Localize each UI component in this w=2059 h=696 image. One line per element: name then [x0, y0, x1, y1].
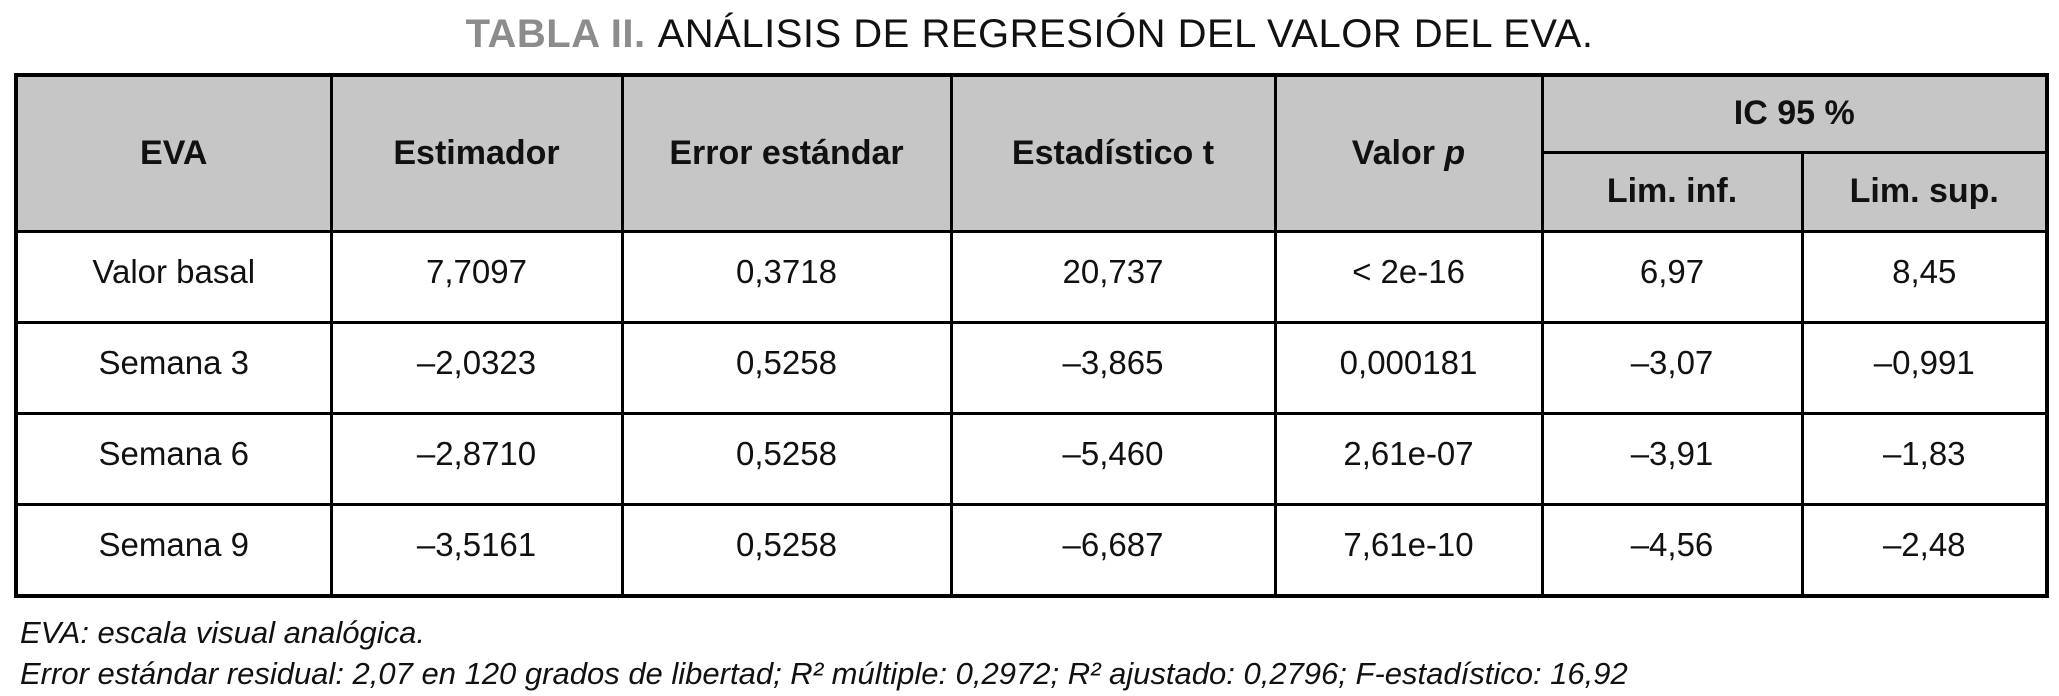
footnote-model-stats-line-1: Error estándar residual: 2,07 en 120 gra… — [20, 655, 1628, 691]
cell-eva: Semana 6 — [14, 411, 333, 506]
cell-estimador: 7,7097 — [329, 229, 624, 324]
col-header-error-estandar: Error estándar — [620, 73, 953, 233]
cell-lim-inf: 6,97 — [1540, 229, 1804, 324]
cell-eva: Semana 3 — [14, 320, 333, 415]
col-header-estadistico-t: Estadístico t — [949, 73, 1277, 233]
cell-lim-sup: –0,991 — [1800, 320, 2049, 415]
footnote-eva-abbreviation: EVA: escala visual analógica. — [20, 614, 425, 650]
cell-lim-sup: –2,48 — [1800, 502, 2049, 597]
cell-estimador: –2,0323 — [329, 320, 624, 415]
col-header-lim-sup: Lim. sup. — [1800, 150, 2049, 233]
cell-lim-inf: –3,07 — [1540, 320, 1804, 415]
regression-table: EVA Estimador Error estándar Estadístico… — [14, 73, 2050, 598]
cell-valor-p: 2,61e-07 — [1273, 411, 1544, 506]
table-row-valor-basal: Valor basal 7,7097 0,3718 20,737 < 2e-16… — [14, 229, 2049, 324]
cell-eva: Valor basal — [14, 229, 333, 324]
cell-valor-p: 0,000181 — [1273, 320, 1544, 415]
table-title: TABLA II. ANÁLISIS DE REGRESIÓN DEL VALOR… — [0, 0, 2059, 57]
cell-lim-sup: 8,45 — [1800, 229, 2049, 324]
cell-error-estandar: 0,3718 — [620, 229, 953, 324]
table-footnotes: EVA: escala visual analógica. Error está… — [20, 612, 2059, 696]
table-row-semana-3: Semana 3 –2,0323 0,5258 –3,865 0,000181 … — [14, 320, 2049, 415]
col-header-valor-p: Valor p — [1273, 73, 1544, 233]
cell-estadistico-t: 20,737 — [949, 229, 1277, 324]
cell-lim-sup: –1,83 — [1800, 411, 2049, 506]
table-row-semana-9: Semana 9 –3,5161 0,5258 –6,687 7,61e-10 … — [14, 502, 2049, 597]
col-header-lim-inf: Lim. inf. — [1540, 150, 1804, 233]
cell-estadistico-t: –3,865 — [949, 320, 1277, 415]
cell-lim-inf: –3,91 — [1540, 411, 1804, 506]
cell-estimador: –3,5161 — [329, 502, 624, 597]
header-row-sub: Lim. inf. Lim. sup. — [16, 150, 2049, 233]
table-title-label: TABLA II. — [465, 12, 646, 56]
cell-estadistico-t: –5,460 — [949, 411, 1277, 506]
valor-p-symbol: p — [1444, 133, 1466, 172]
cell-lim-inf: –4,56 — [1540, 502, 1804, 597]
header-row-top: EVA Estimador Error estándar Estadístico… — [14, 73, 2049, 233]
col-header-ic95: IC 95 % — [1540, 73, 2049, 154]
valor-p-prefix: Valor — [1351, 133, 1435, 172]
cell-valor-p: < 2e-16 — [1273, 229, 1544, 324]
cell-estadistico-t: –6,687 — [949, 502, 1277, 597]
cell-estimador: –2,8710 — [329, 411, 624, 506]
cell-valor-p: 7,61e-10 — [1273, 502, 1544, 597]
table-title-text: ANÁLISIS DE REGRESIÓN DEL VALOR DEL EVA. — [657, 12, 1594, 56]
table-row-semana-6: Semana 6 –2,8710 0,5258 –5,460 2,61e-07 … — [14, 411, 2049, 506]
cell-error-estandar: 0,5258 — [620, 411, 953, 506]
col-header-eva: EVA — [14, 73, 333, 233]
col-header-estimador: Estimador — [329, 73, 624, 233]
cell-eva: Semana 9 — [14, 502, 333, 597]
cell-error-estandar: 0,5258 — [620, 502, 953, 597]
cell-error-estandar: 0,5258 — [620, 320, 953, 415]
